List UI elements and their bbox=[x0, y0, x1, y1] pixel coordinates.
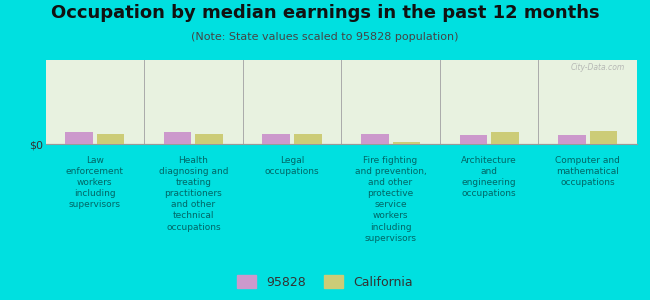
Text: (Note: State values scaled to 95828 population): (Note: State values scaled to 95828 popu… bbox=[191, 32, 459, 41]
Legend: 95828, California: 95828, California bbox=[232, 270, 418, 294]
Bar bbox=[558, 135, 586, 144]
Text: City-Data.com: City-Data.com bbox=[571, 62, 625, 71]
Bar bbox=[393, 142, 420, 144]
Text: Health
diagnosing and
treating
practitioners
and other
technical
occupations: Health diagnosing and treating practitio… bbox=[159, 156, 228, 232]
Text: Fire fighting
and prevention,
and other
protective
service
workers
including
sup: Fire fighting and prevention, and other … bbox=[355, 156, 426, 243]
Bar bbox=[460, 135, 487, 144]
Bar bbox=[263, 134, 290, 144]
Text: Legal
occupations: Legal occupations bbox=[265, 156, 319, 176]
Text: Computer and
mathematical
occupations: Computer and mathematical occupations bbox=[555, 156, 620, 187]
Bar bbox=[491, 132, 519, 144]
Text: Occupation by median earnings in the past 12 months: Occupation by median earnings in the pas… bbox=[51, 4, 599, 22]
Bar bbox=[97, 134, 124, 144]
Bar bbox=[590, 131, 618, 144]
Text: Law
enforcement
workers
including
supervisors: Law enforcement workers including superv… bbox=[66, 156, 124, 209]
Bar bbox=[361, 134, 389, 144]
Text: Architecture
and
engineering
occupations: Architecture and engineering occupations bbox=[462, 156, 517, 198]
Bar bbox=[65, 132, 93, 144]
Bar bbox=[164, 132, 191, 144]
Bar bbox=[196, 134, 223, 144]
Bar bbox=[294, 134, 322, 144]
